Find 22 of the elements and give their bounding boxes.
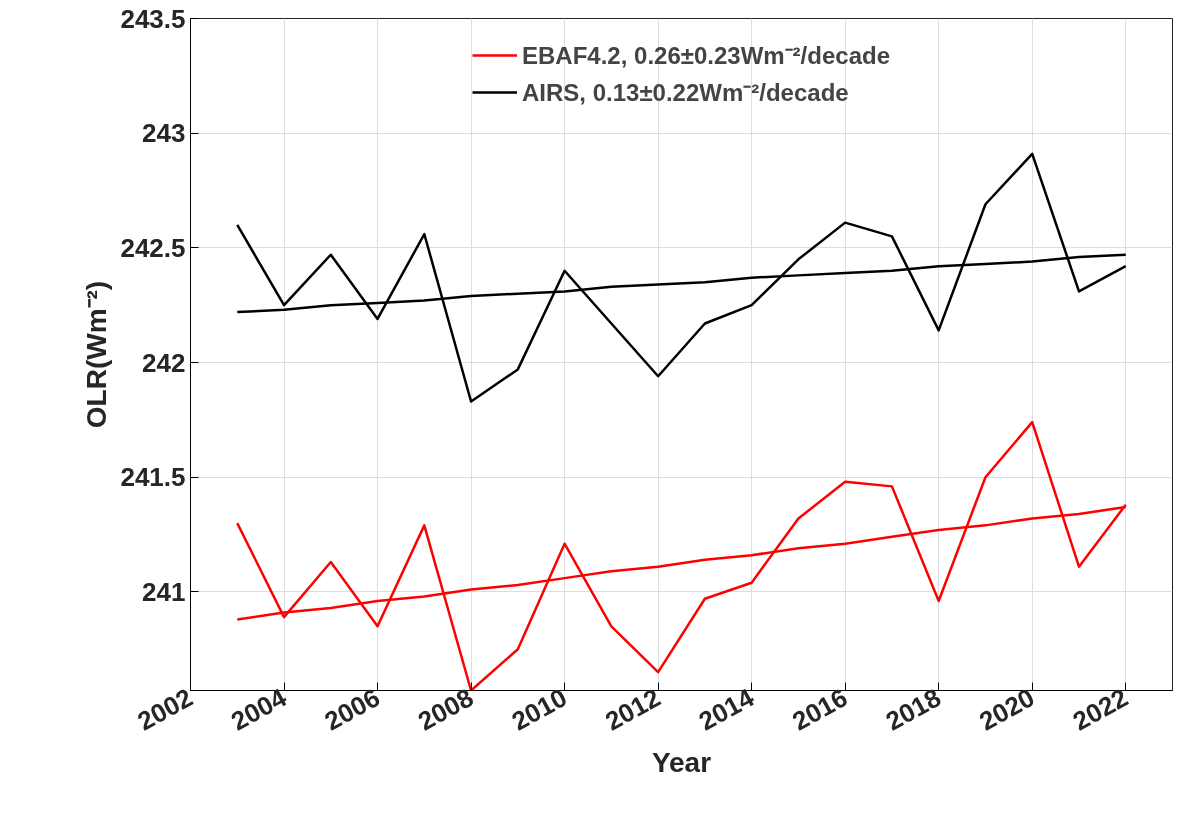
line-series bbox=[236, 152, 1127, 403]
x-tick-label: 2022 bbox=[1067, 682, 1133, 737]
x-tick-label: 2016 bbox=[787, 682, 853, 737]
y-tick-label: 243.5 bbox=[120, 3, 186, 34]
y-tick-label: 242 bbox=[142, 347, 186, 378]
y-tick-label: 242.5 bbox=[120, 232, 186, 263]
legend-label: AIRS, 0.13±0.22Wm⁻²/decade bbox=[522, 78, 849, 108]
x-tick-label: 2002 bbox=[132, 682, 198, 737]
x-axis-title: Year bbox=[651, 747, 712, 779]
x-tick-label: 2008 bbox=[413, 682, 479, 737]
x-tick-label: 2010 bbox=[506, 682, 572, 737]
x-tick-label: 2012 bbox=[600, 682, 666, 737]
x-tick-label: 2014 bbox=[693, 682, 760, 737]
y-tick-label: 243 bbox=[142, 118, 186, 149]
y-axis-title: OLR(Wm⁻²) bbox=[81, 280, 113, 429]
x-tick-label: 2006 bbox=[319, 682, 385, 737]
y-tick-label: 241.5 bbox=[120, 462, 186, 493]
x-tick-label: 2004 bbox=[226, 682, 292, 737]
y-tick-label: 241 bbox=[142, 576, 186, 607]
x-tick-label: 2018 bbox=[880, 682, 946, 737]
x-tick-label: 2020 bbox=[974, 682, 1040, 737]
legend-label: EBAF4.2, 0.26±0.23Wm⁻²/decade bbox=[522, 41, 890, 71]
